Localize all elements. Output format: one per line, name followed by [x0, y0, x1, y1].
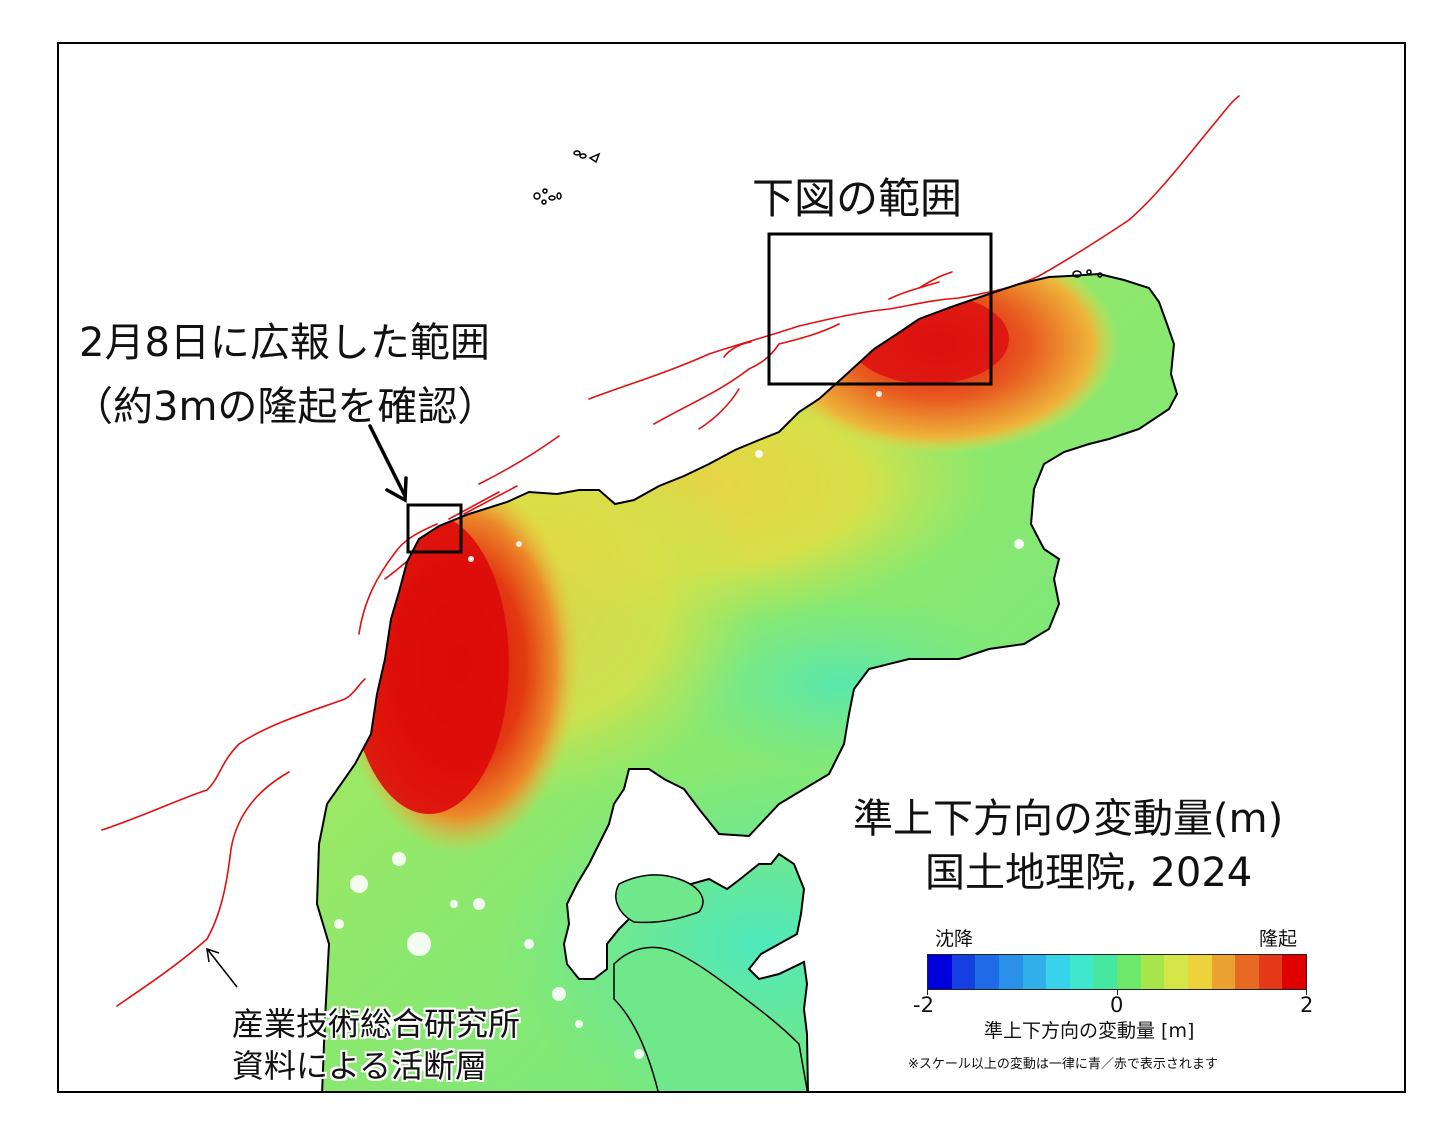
colorbar-cell-2 [975, 955, 999, 989]
colorbar-cell-13 [1235, 955, 1259, 989]
label-feb8-line2: （約3mの隆起を確認） [73, 384, 498, 430]
colorbar-cell-3 [998, 955, 1023, 989]
colorbar-cell-10 [1164, 955, 1188, 989]
fault-lines [101, 95, 1240, 1007]
colorbar-cell-9 [1140, 955, 1165, 989]
bay-peninsula [613, 946, 809, 1091]
legend-low-label: 沈降 [935, 928, 974, 950]
legend-high-label: 隆起 [1259, 928, 1298, 950]
colorbar-cell-1 [951, 955, 976, 989]
tick-min: -2 [913, 993, 934, 1017]
tick-max: 2 [1300, 993, 1314, 1017]
colorbar-cell-7 [1093, 955, 1117, 989]
label-fault-line2: 資料による活断層 [232, 1047, 488, 1085]
colorbar-cell-8 [1117, 955, 1141, 989]
tick-mid-mark [1117, 989, 1118, 995]
colorbar-cell-4 [1022, 955, 1047, 989]
colorbar [927, 954, 1307, 990]
region-box-below [767, 232, 993, 386]
colorbar-cell-5 [1046, 955, 1070, 989]
legend-title-line1: 準上下方向の変動量(m) [853, 796, 1284, 842]
colorbar-cell-6 [1069, 955, 1094, 989]
legend-axis-label: 準上下方向の変動量 [m] [984, 1020, 1195, 1042]
region-box-feb8 [406, 503, 463, 554]
colorbar-cell-11 [1187, 955, 1212, 989]
feb8-arrow [368, 424, 408, 503]
label-region-below: 下図の範囲 [752, 174, 963, 223]
legend-title-line2: 国土地理院, 2024 [925, 850, 1253, 896]
legend-note: ※スケール以上の変動は一律に青／赤で表示されます [908, 1057, 1218, 1072]
colorbar-cell-0 [928, 955, 952, 989]
map-frame: 下図の範囲 2月8日に広報した範囲 （約3mの隆起を確認） 産業技術総合研究所 … [57, 42, 1406, 1093]
legend: 準上下方向の変動量(m) 国土地理院, 2024 沈降 隆起 -2 0 2 準上… [819, 784, 1313, 1091]
tick-max-mark [1306, 989, 1307, 995]
tick-mid: 0 [1110, 993, 1124, 1017]
fault-label-arrow [206, 947, 238, 988]
colorbar-cell-12 [1211, 955, 1236, 989]
coastline [315, 272, 1179, 1091]
colorbar-cell-14 [1258, 955, 1283, 989]
offshore-islands [533, 150, 1103, 278]
tick-min-mark [927, 989, 928, 995]
label-fault-line1: 産業技術総合研究所 [232, 1005, 521, 1043]
bay-island [615, 874, 704, 924]
label-feb8-line1: 2月8日に広報した範囲 [79, 320, 490, 366]
displacement-map [101, 95, 1240, 1091]
colorbar-cell-15 [1282, 955, 1306, 989]
